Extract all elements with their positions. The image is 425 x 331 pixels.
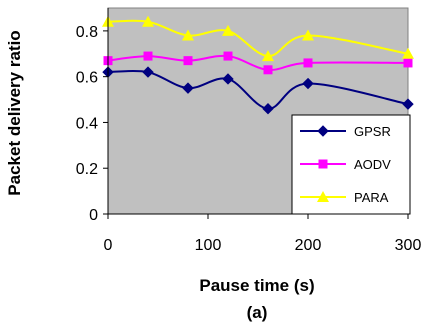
legend-item-gpsr: GPSR <box>300 124 391 139</box>
data-point-para <box>302 29 314 41</box>
legend-item-aodv: AODV <box>300 157 391 172</box>
data-point-gpsr <box>302 77 314 90</box>
x-tick-label: 0 <box>104 237 113 254</box>
legend-label: PARA <box>354 190 389 205</box>
y-tick-label: 0 <box>89 207 98 224</box>
x-tick-label: 300 <box>395 237 422 254</box>
y-axis-title: Packet delivery ratio <box>5 30 24 195</box>
series-gpsr <box>102 66 414 115</box>
data-point-gpsr <box>402 98 414 110</box>
data-point-aodv <box>183 56 193 66</box>
data-point-gpsr <box>262 103 274 115</box>
data-point-gpsr <box>222 73 234 85</box>
legend-swatch-marker <box>317 191 329 202</box>
data-point-gpsr <box>142 66 154 78</box>
series-layer <box>102 15 414 115</box>
data-point-para <box>142 15 154 27</box>
y-tick-label: 0.4 <box>76 115 98 132</box>
data-point-para <box>182 29 194 41</box>
series-para <box>102 15 414 62</box>
data-point-para <box>222 24 234 36</box>
data-point-aodv <box>403 58 413 68</box>
data-point-aodv <box>303 58 313 68</box>
legend-label: AODV <box>354 157 391 172</box>
data-point-aodv <box>143 51 153 61</box>
data-point-aodv <box>223 51 233 61</box>
x-axis-title: Pause time (s) <box>199 276 314 295</box>
legend: GPSR AODV PARA <box>291 114 411 215</box>
x-ticks: 0 100 200 300 <box>104 214 422 254</box>
legend-swatch-marker <box>317 125 329 137</box>
legend-item-para: PARA <box>300 190 389 205</box>
y-ticks: 0 0.2 0.4 0.6 0.8 <box>76 24 108 224</box>
figure-caption: (a) <box>247 303 268 322</box>
data-point-aodv <box>263 65 273 75</box>
x-tick-label: 100 <box>195 237 222 254</box>
legend-label: GPSR <box>354 124 391 139</box>
data-point-gpsr <box>182 82 194 94</box>
x-tick-label: 200 <box>295 237 322 254</box>
legend-swatch-marker <box>318 159 328 169</box>
data-point-para <box>262 50 274 62</box>
y-tick-label: 0.8 <box>76 24 98 41</box>
y-tick-label: 0.2 <box>76 161 98 178</box>
data-point-para <box>402 47 414 59</box>
y-tick-label: 0.6 <box>76 70 98 87</box>
